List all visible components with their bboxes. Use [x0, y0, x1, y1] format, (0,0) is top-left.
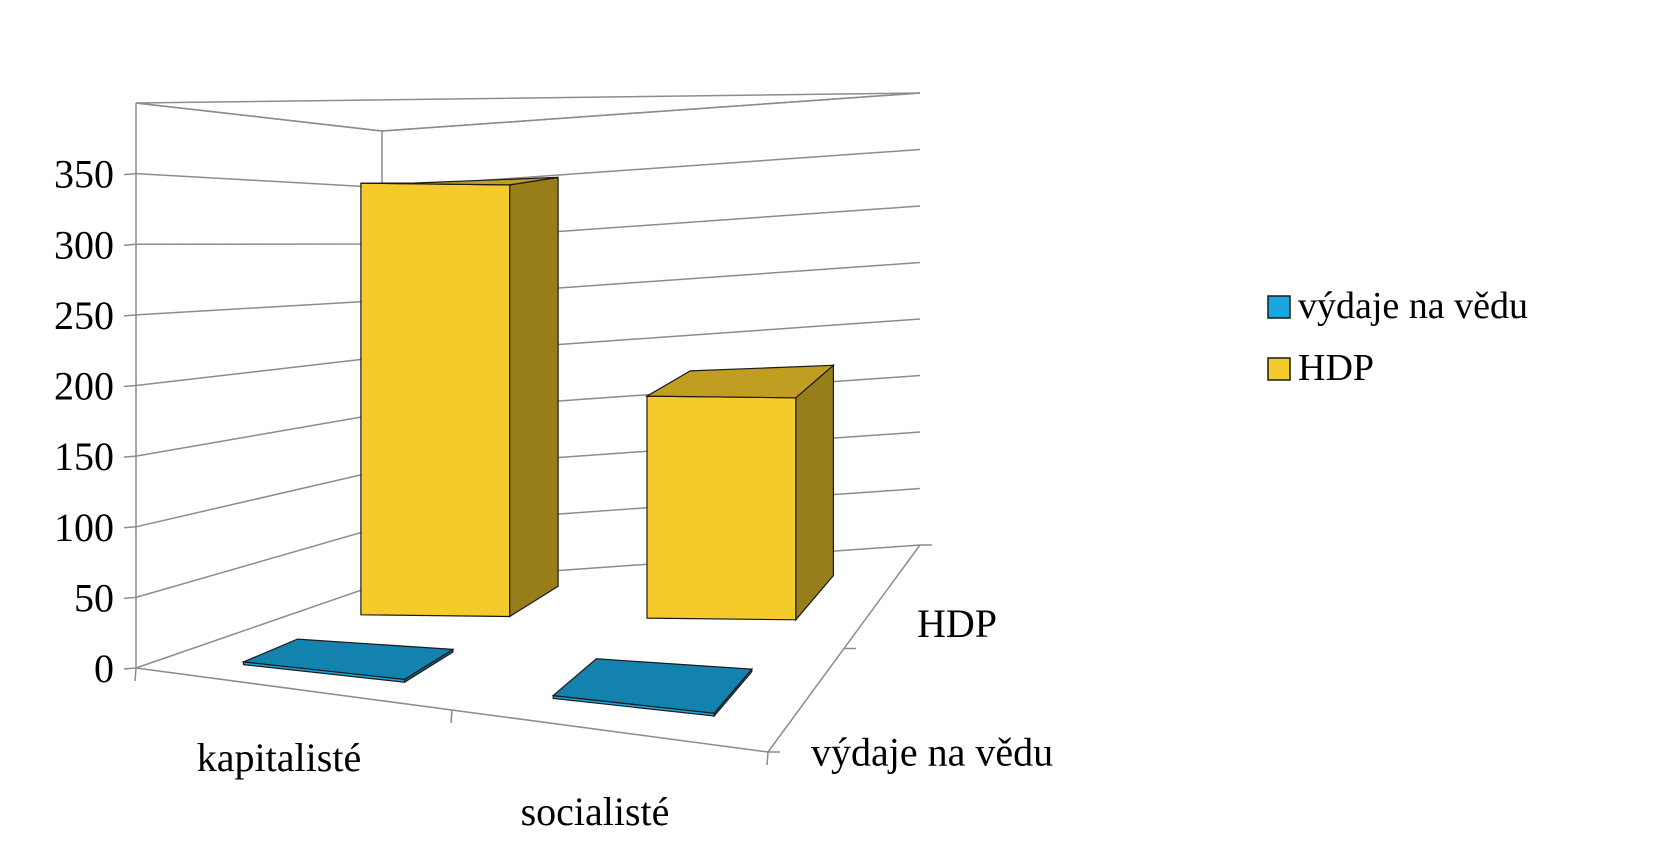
y-tick-mark: [123, 314, 137, 317]
y-tick-mark: [123, 384, 137, 388]
x-tick-mark: [766, 751, 769, 766]
depth-label: výdaje na vědu: [811, 729, 1053, 774]
y-tick-label: 200: [54, 364, 114, 409]
legend-label: výdaje na vědu: [1298, 285, 1528, 327]
bar-výdaje na vědu-kapitalisté: [241, 638, 455, 684]
series-depth-labels: výdaje na vědu HDP: [811, 601, 1053, 775]
depth-label: HDP: [917, 601, 997, 646]
bar-side: [795, 363, 835, 622]
bars: [241, 176, 836, 718]
bar-side: [509, 176, 559, 618]
bar-top: [360, 176, 559, 186]
y-tick-label: 250: [54, 293, 114, 338]
y-tick-mark: [123, 455, 137, 458]
y-tick-label: 50: [74, 575, 114, 620]
top-wall-edge: [135, 92, 921, 132]
x-tick-mark: [450, 709, 453, 724]
y-tick-labels: 0 50 100 150 200 250 300 350: [54, 152, 137, 691]
y-tick-label: 300: [54, 222, 114, 267]
y-tick-mark: [123, 596, 137, 600]
y-tick-label: 350: [54, 152, 114, 197]
category-label: kapitalisté: [197, 735, 361, 780]
y-tick-label: 150: [54, 434, 114, 479]
category-labels: kapitalisté socialisté: [197, 735, 670, 834]
legend-swatch: [1267, 295, 1291, 319]
bar-HDP-socialisté: [644, 363, 836, 622]
legend-swatch: [1267, 357, 1291, 381]
bar-top: [644, 364, 836, 399]
bar-HDP-kapitalisté: [360, 176, 559, 618]
y-tick-mark: [123, 243, 137, 246]
gridline-400: [135, 92, 921, 132]
bar-front: [646, 395, 797, 621]
legend-label: HDP: [1298, 347, 1374, 389]
category-label: socialisté: [521, 789, 670, 834]
y-tick-label: 100: [54, 505, 114, 550]
y-tick-mark: [123, 172, 137, 176]
bar-front: [360, 182, 511, 618]
x-tick-mark: [134, 667, 137, 682]
y-tick-mark: [123, 526, 137, 529]
bar-top: [551, 658, 754, 714]
bar-top: [241, 638, 455, 681]
bar-výdaje na vědu-socialisté: [551, 658, 754, 718]
y-tick-label: 0: [94, 646, 114, 691]
legend: výdaje na vědu HDP: [1267, 285, 1528, 389]
y-tick-mark: [123, 667, 137, 670]
